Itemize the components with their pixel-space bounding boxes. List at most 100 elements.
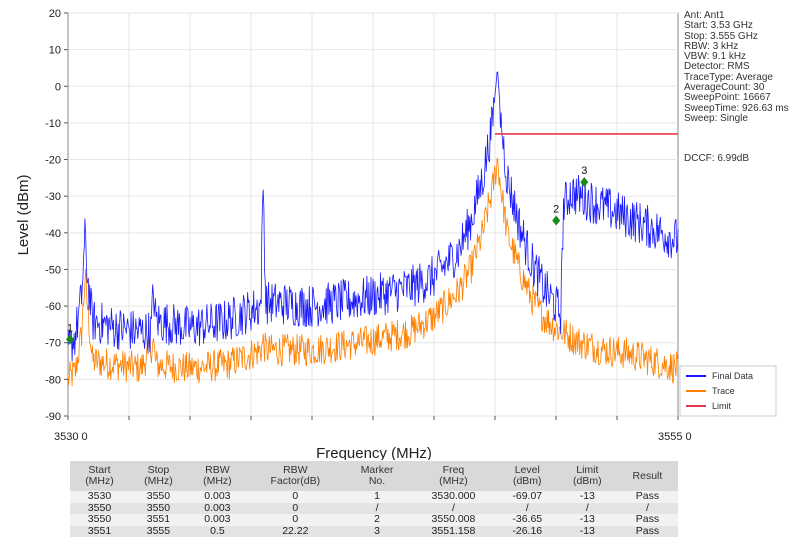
header-line: RBW — [283, 464, 308, 476]
table-header-cell: RBW Factor(dB) — [246, 461, 344, 491]
marker-diamond — [580, 177, 589, 188]
table-cell: 3550 — [128, 490, 188, 503]
header-line: Start — [88, 464, 111, 476]
y-tick-label: -40 — [45, 228, 61, 240]
table-cell: 3551 — [70, 525, 129, 537]
x-tick-label-start: 3530 0 — [54, 431, 88, 443]
table-cell: Pass — [616, 513, 678, 526]
table-row: 3550 3551 0.003 0 2 3550.008 -36.65 -13 Pass — [70, 513, 678, 526]
header-line: Result — [632, 469, 663, 482]
y-tick-label: -10 — [45, 118, 61, 130]
setting-line: SweepTime: 926.63 ms — [684, 102, 789, 114]
table-header-cell: RBW (MHz) — [187, 461, 247, 491]
table-cell: -13 — [557, 525, 617, 537]
table-cell: 3550 — [128, 502, 188, 514]
header-line: Factor(dB) — [270, 475, 321, 487]
table-cell: 0.003 — [187, 513, 247, 526]
table-cell: -36.65 — [496, 513, 558, 526]
y-tick-label: -50 — [45, 264, 61, 276]
setting-line: Detector: RMS — [684, 61, 750, 73]
setting-line: VBW: 9.1 kHz — [684, 51, 747, 63]
y-tick-label: -60 — [45, 301, 61, 313]
setting-line: RBW: 3 kHz — [684, 40, 739, 52]
marker-diamond — [66, 334, 74, 345]
table-row: 3550 3550 0.003 0// / / / — [70, 502, 678, 514]
table-header-cell: Stop (MHz) — [128, 461, 188, 491]
table-cell: -26.16 — [496, 525, 558, 537]
header-line: (MHz) — [144, 475, 173, 487]
y-tick-label: -20 — [45, 155, 61, 167]
table-cell: 0.003 — [187, 490, 247, 503]
y-tick-label: 0 — [55, 81, 61, 93]
table-cell: 3 — [343, 525, 411, 537]
table-cell: 3550 — [70, 513, 129, 526]
table-cell: Pass — [616, 490, 678, 503]
marker-label: 2 — [553, 204, 559, 216]
series-final-data — [67, 71, 679, 362]
table-header-row: Start (MHz) Stop (MHz) RBW (MHz) RBW Factor(dB)… — [70, 461, 678, 491]
header-line: (MHz) — [203, 475, 232, 487]
dccf-value: DCCF: 6.99dB — [684, 153, 750, 164]
y-tick-label: -90 — [45, 411, 61, 423]
header-line: RBW — [205, 464, 230, 476]
table-cell: -13 — [557, 513, 617, 526]
marker-label: 3 — [581, 165, 587, 177]
table-cell: 0 — [246, 513, 344, 526]
setting-line: Ant: Ant1 — [684, 10, 725, 21]
header-line: Level — [514, 464, 540, 476]
header-line: (MHz) — [85, 475, 114, 487]
marker-diamond — [552, 215, 561, 226]
legend-label: Final Data — [712, 371, 753, 381]
y-tick-labels: 20 10 0 -10 -20 -30 -40 -50 -60 -70 -80 -90 — [45, 8, 68, 423]
table-cell: / — [496, 502, 558, 514]
header-line: Marker — [360, 464, 394, 476]
setting-line: SweepPoint: 16667 — [684, 92, 771, 104]
x-tick-label-end: 3555 0 — [658, 431, 692, 443]
setting-line: Stop: 3.555 GHz — [684, 30, 758, 42]
table-cell: 0 — [246, 502, 344, 514]
markers-group: 1 2 3 — [66, 165, 589, 345]
table-cell: 1 — [343, 490, 411, 503]
spectrum-chart: 1 2 3 20 10 0 -10 -20 -30 -40 -50 -60 -70 -80 -90 353… — [15, 8, 777, 460]
table-cell: / — [557, 502, 617, 514]
header-line: Freq — [442, 464, 465, 476]
table-cell: 3550 — [70, 502, 129, 514]
table-header-cell: Marker No. — [343, 461, 411, 491]
series-trace — [67, 157, 679, 387]
header-line: (dBm) — [512, 475, 542, 487]
results-table: Start (MHz) Stop (MHz) RBW (MHz) RBW Factor(dB)… — [70, 461, 678, 537]
y-tick-label: 10 — [49, 45, 61, 57]
setting-line: TraceType: Average — [684, 71, 773, 83]
header-line: (MHz) — [439, 475, 468, 487]
table-body: 3530 3550 0.003 0 1 3530.000 -69.07 -13 Pass 3550… — [70, 490, 678, 537]
table-cell: 3555 — [128, 525, 188, 537]
table-cell: 3530 — [70, 490, 129, 503]
table-cell: 3551.158 — [410, 525, 497, 537]
measurement-settings: Ant: Ant1 Start: 3.53 GHz Stop: 3.555 GHz R… — [684, 10, 789, 124]
table-cell: 0.003 — [187, 502, 247, 514]
table-cell: 3530.000 — [410, 490, 497, 503]
setting-line: Sweep: Single — [684, 112, 748, 124]
table-row: 3530 3550 0.003 0 1 3530.000 -69.07 -13 Pass — [70, 490, 678, 503]
setting-line: AverageCount: 30 — [684, 82, 765, 94]
legend-label: Limit — [712, 401, 732, 411]
y-tick-label: 20 — [49, 8, 61, 20]
table-cell: 3551 — [128, 513, 188, 526]
series-group — [67, 71, 679, 387]
table-header-cell: Level (dBm) — [496, 461, 558, 491]
y-tick-label: -80 — [45, 374, 61, 386]
header-line: (dBm) — [573, 475, 602, 487]
y-axis-label: Level (dBm) — [15, 175, 32, 256]
table-cell: / — [343, 502, 411, 514]
table-cell: Pass — [616, 525, 678, 537]
table-cell: 0 — [246, 490, 344, 503]
table-header-cell: Limit (dBm) — [557, 461, 617, 491]
legend-label: Trace — [712, 386, 735, 396]
table-cell: 0.5 — [187, 525, 247, 537]
table-header-cell: Result — [616, 461, 678, 491]
y-tick-label: -70 — [45, 338, 61, 350]
header-line: Stop — [147, 464, 170, 476]
table-header-cell: Freq (MHz) — [410, 461, 497, 491]
header-line: No. — [368, 475, 386, 487]
x-axis-label: Frequency (MHz) — [316, 445, 432, 460]
